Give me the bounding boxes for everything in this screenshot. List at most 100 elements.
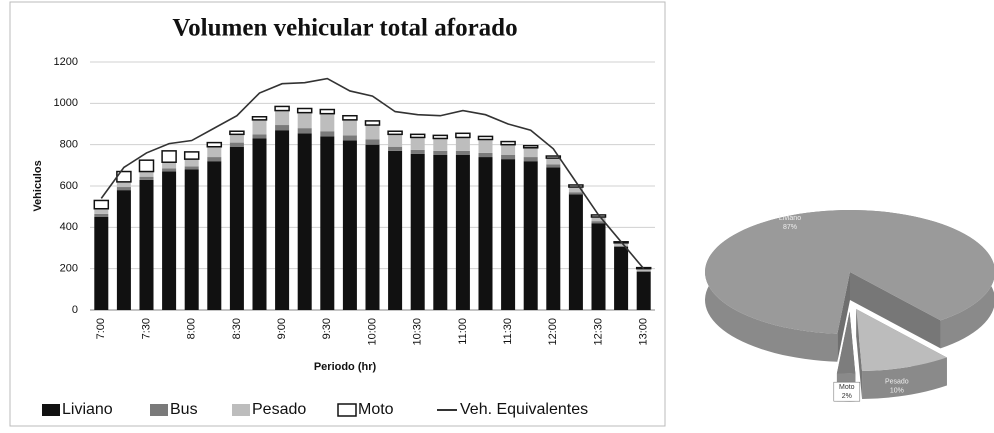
bar-segment [252,138,267,310]
bar-segment [320,136,335,310]
bar-segment [364,120,381,126]
bar-segment [320,131,335,137]
x-tick-label: 9:30 [321,318,333,339]
legend-swatch [150,404,168,416]
y-tick-label: 400 [60,221,78,233]
bar-segment [93,199,110,210]
legend-label: Veh. Equivalentes [460,401,588,418]
bar-segment [139,171,154,177]
y-tick-label: 1000 [54,97,78,109]
legend-label: Moto [358,401,394,418]
bar-segment [320,113,335,132]
bar-segment [432,134,449,140]
pie-slice-side [837,272,850,362]
bar-segment [523,157,538,162]
pie-label-name: Liviano [779,215,801,222]
bar-segment [388,134,403,147]
pie-slice [856,309,947,372]
bar-segment [455,150,470,155]
bar-segment [568,184,584,188]
bar-segment [183,151,200,160]
bar-segment [162,168,177,172]
bar-segment [546,164,561,168]
bar-segment [388,150,403,310]
bar-segment [297,112,312,129]
x-tick-label: 9:00 [276,318,288,339]
legend-swatch [232,404,250,416]
x-tick-label: 8:00 [186,318,198,339]
bar-segment [591,221,606,224]
bar-segment [275,130,290,310]
bar-segment [252,119,267,135]
x-tick-label: 11:00 [457,318,469,345]
bar-segment [296,107,313,114]
chart-title: Volumen vehicular total aforado [172,15,517,42]
x-tick-label: 13:00 [638,318,650,346]
bar-segment [229,130,245,136]
bar-segment [636,270,651,272]
x-tick-label: 12:00 [547,318,559,346]
chart-border [9,1,666,427]
bar-segment [478,157,493,310]
y-tick-label: 200 [60,263,78,275]
bar-segment [388,146,403,151]
bar-segment [342,135,357,141]
bar-segment [636,268,651,271]
bar-segment [433,150,448,155]
pie-label-name: Pesado [885,378,909,385]
bar-segment [275,125,290,131]
bar-segment [252,134,267,139]
bar-segment [501,155,516,160]
pie-slice [836,311,856,374]
bar-segment [387,130,403,136]
y-axis-title: Vehiculos [32,160,44,211]
bar-segment [410,153,425,310]
bar-segment [478,139,493,153]
bar-segment [568,192,583,195]
x-tick-label: 8:30 [231,318,243,339]
bar-segment [229,142,244,147]
pie-label-name: Moto [839,384,855,391]
bar-segment [139,176,154,180]
bar-segment [297,128,312,134]
bar-segment [274,105,290,112]
x-tick-label: 7:00 [95,318,107,339]
bar-segment [207,161,222,310]
bar-segment [139,179,154,310]
legend-label: Liviano [62,401,113,418]
bar-segment [342,119,357,136]
pie-slice [705,210,994,334]
bar-segment [410,149,425,154]
bar-segment [568,194,583,310]
bar-segment [545,155,562,159]
bar-segment [546,167,561,310]
y-tick-label: 800 [60,139,78,151]
bar-segment [206,141,223,148]
bar-segment [365,144,380,310]
x-tick-label: 12:30 [592,318,604,346]
bar-segment [116,181,131,188]
bar-segment [522,144,539,149]
bar-segment [297,133,312,310]
bar-segment [207,157,222,162]
pie-label-value: 2% [842,393,852,400]
pie-slice-group: Pesado 10% [856,309,947,400]
line-series [100,77,645,270]
bar-segment [94,213,109,217]
bar-segment [275,110,290,126]
bar-segment [365,139,380,145]
bar-segment [433,155,448,310]
bar-segment [184,166,199,170]
bar-segment [184,169,199,310]
legend-label: Bus [170,401,198,418]
bar-segment [162,162,177,169]
x-tick-label: 11:30 [502,318,514,345]
pie-label-value: 10% [890,387,904,394]
y-tick-label: 600 [60,180,78,192]
pie-slice-side [850,272,941,349]
legend-swatch [337,403,357,417]
bar-segment [410,137,425,150]
pie-slice-group: Liviano 87% [705,210,994,362]
